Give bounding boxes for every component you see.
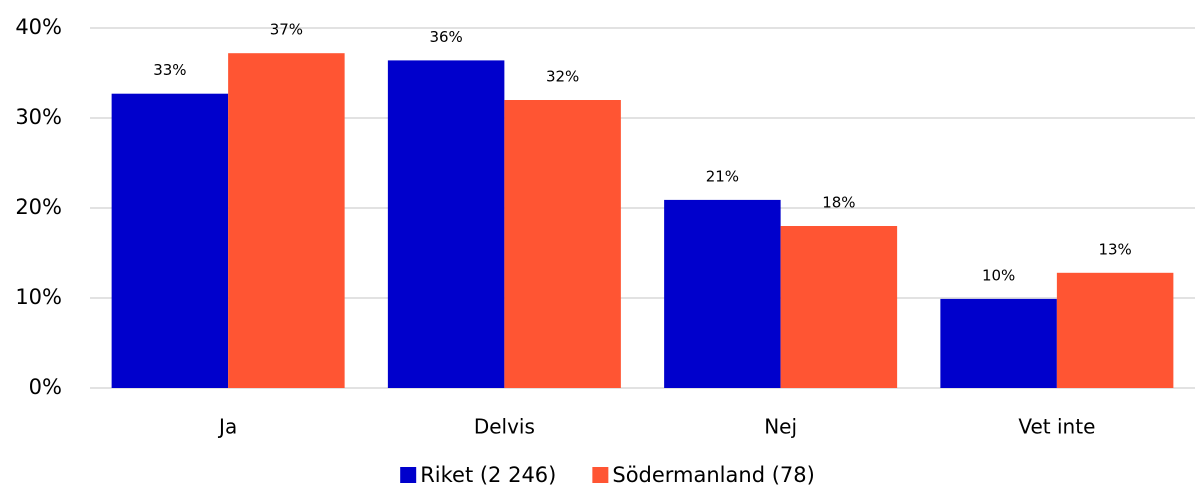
legend-swatch [592, 467, 609, 483]
data-label: 36% [429, 28, 462, 46]
bar [780, 226, 898, 388]
x-tick-label: Vet inte [1018, 415, 1095, 439]
data-label: 32% [546, 68, 579, 86]
bar [387, 60, 505, 389]
legend-label: Södermanland (78) [612, 463, 814, 487]
y-tick-label: 10% [15, 285, 62, 309]
data-label: 10% [982, 266, 1015, 284]
y-tick-label: 30% [15, 105, 62, 129]
bar [228, 53, 345, 388]
data-label: 21% [706, 167, 739, 185]
data-label: 37% [270, 21, 303, 39]
bar [664, 199, 781, 388]
y-tick-label: 40% [15, 15, 62, 39]
bar [111, 93, 229, 388]
bar [504, 100, 621, 388]
y-tick-label: 0% [29, 375, 62, 399]
legend-swatch [400, 467, 417, 483]
y-tick-label: 20% [15, 195, 62, 219]
x-tick-label: Delvis [474, 415, 535, 439]
legend-label: Riket (2 246) [420, 463, 556, 487]
bar [1056, 272, 1174, 388]
data-label: 13% [1098, 240, 1131, 258]
data-label: 33% [153, 61, 186, 79]
bar [940, 298, 1057, 388]
data-label: 18% [822, 194, 855, 212]
x-tick-label: Nej [764, 415, 797, 439]
x-tick-label: Ja [217, 415, 237, 439]
